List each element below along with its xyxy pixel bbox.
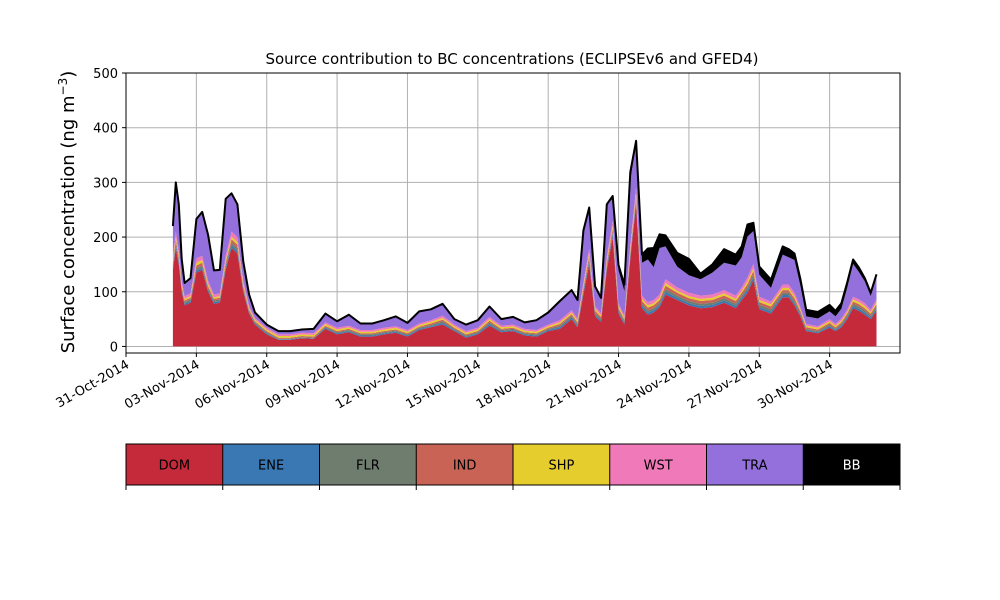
area-wst [172, 187, 877, 336]
area-bb [172, 140, 877, 332]
y-tick-label: 500 [93, 67, 118, 82]
legend-swatch-wst [609, 444, 707, 485]
x-tick-label: 06-Nov-2014 [192, 357, 272, 412]
x-tick-label: 15-Nov-2014 [404, 357, 484, 412]
plot-frame [125, 72, 901, 354]
x-tick-label: 18-Nov-2014 [474, 357, 554, 412]
y-tick-label: 200 [93, 231, 118, 246]
area-flr [172, 198, 877, 340]
legend-swatch-dom [126, 444, 223, 485]
legend-label-ind: IND [453, 459, 477, 474]
area-tra [172, 143, 877, 335]
legend-label-ene: ENE [258, 459, 284, 474]
x-axis-ticks: 31-Oct-201403-Nov-201406-Nov-201409-Nov-… [54, 353, 836, 412]
x-tick-label: 24-Nov-2014 [615, 357, 695, 412]
legend-label-dom: DOM [159, 459, 190, 474]
plot-border [125, 72, 901, 354]
x-tick-label: 31-Oct-2014 [54, 357, 132, 411]
y-axis-label: Surface concentration (ng m−3) [56, 71, 79, 354]
legend-swatch-ene [222, 444, 320, 485]
y-tick-label: 300 [93, 176, 118, 191]
y-axis-label-unit-superscript: −3 [56, 78, 70, 96]
legend-swatch-shp [513, 444, 610, 485]
x-tick-label: 09-Nov-2014 [263, 357, 343, 412]
x-tick-label: 21-Nov-2014 [544, 357, 624, 412]
legend-swatch-flr [319, 444, 417, 485]
area-dom [172, 204, 877, 347]
legend-swatch-tra [706, 444, 804, 485]
y-tick-label: 400 [93, 122, 118, 137]
x-tick-label: 03-Nov-2014 [122, 357, 202, 412]
legend-label-tra: TRA [741, 459, 767, 474]
area-ind [172, 195, 877, 339]
x-tick-label: 30-Nov-2014 [755, 357, 835, 412]
legend-border [125, 443, 901, 486]
total-outline [171, 139, 878, 333]
legend-label-shp: SHP [548, 459, 574, 474]
legend: DOM ENE FLR IND SHP WST TRA BB [125, 443, 901, 490]
y-axis-ticks: 0 100 200 300 400 500 [93, 67, 126, 355]
legend-swatch-ind [416, 444, 513, 485]
x-tick-label: 27-Nov-2014 [685, 357, 765, 412]
y-tick-label: 0 [110, 340, 118, 355]
stacked-areas [171, 139, 878, 347]
legend-label-wst: WST [644, 459, 673, 474]
legend-label-flr: FLR [356, 459, 380, 474]
x-tick-label: 12-Nov-2014 [333, 357, 413, 412]
legend-swatch-bb [803, 444, 900, 485]
y-tick-label: 100 [93, 286, 118, 301]
legend-label-bb: BB [843, 459, 861, 474]
chart-title: Source contribution to BC concentrations… [265, 50, 758, 68]
